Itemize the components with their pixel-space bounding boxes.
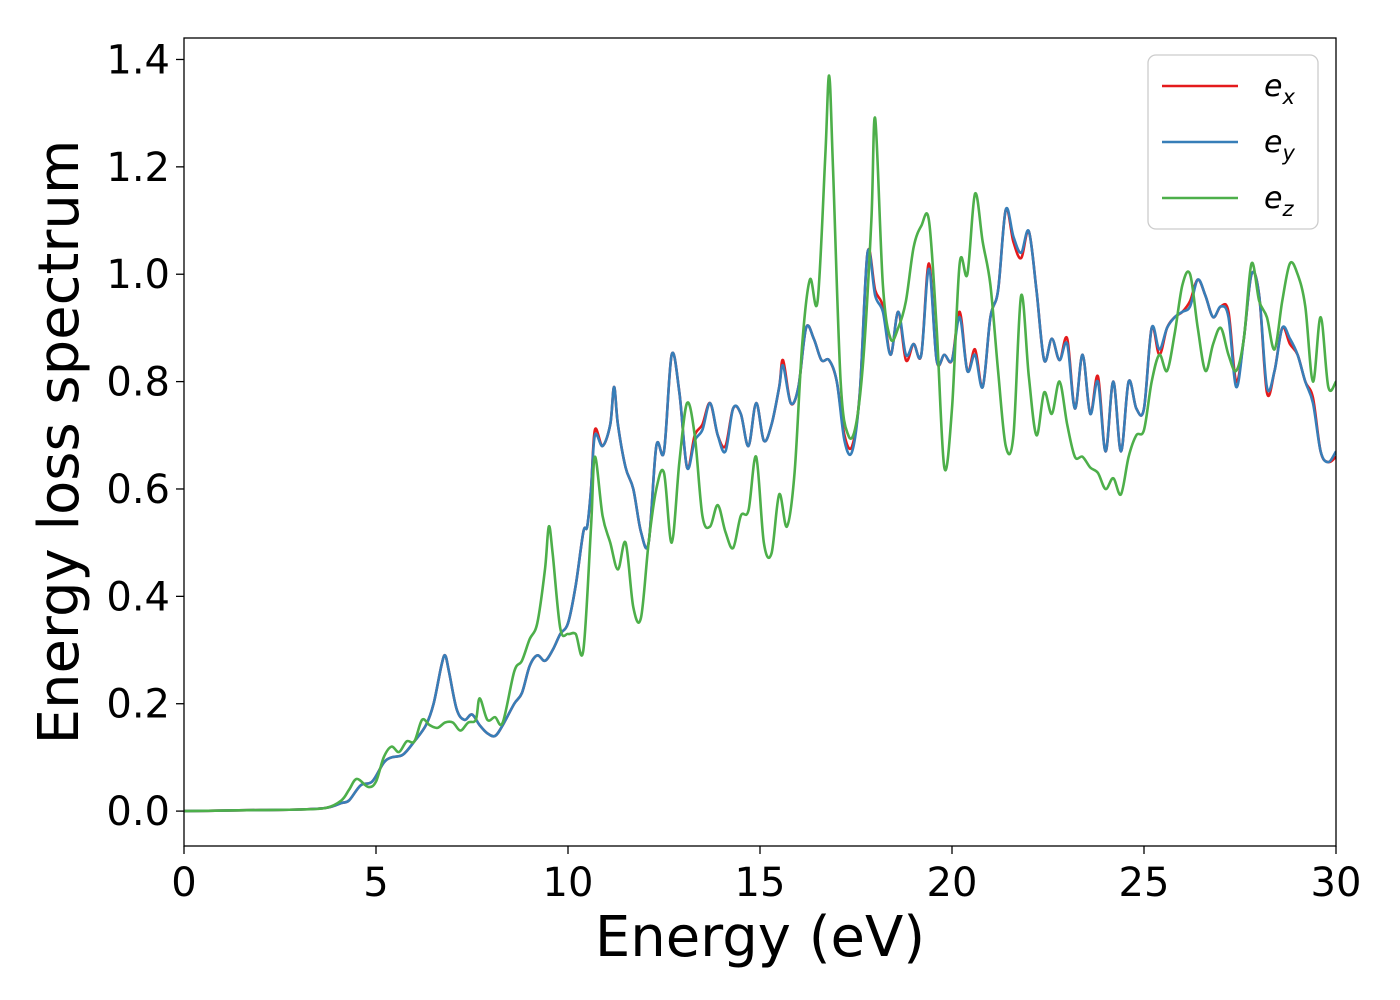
x-tick-label: 25 xyxy=(1119,860,1170,906)
x-tick-label: 0 xyxy=(171,860,196,906)
series-line-y xyxy=(184,206,1336,813)
x-tick-label: 15 xyxy=(735,860,786,906)
x-axis-title: Energy (eV) xyxy=(595,905,925,970)
legend-label-x: ex xyxy=(1264,69,1295,109)
x-tick-label: 30 xyxy=(1311,860,1362,906)
y-tick-label: 0.8 xyxy=(106,360,170,406)
y-axis-ticks: 0.0 0.2 0.4 0.6 0.8 1.0 1.2 1.4 xyxy=(106,37,184,835)
series-group xyxy=(184,74,1336,813)
legend: ex ey ez xyxy=(1147,54,1319,230)
x-tick-label: 20 xyxy=(927,860,978,906)
x-tick-label: 10 xyxy=(543,860,594,906)
y-tick-label: 1.4 xyxy=(106,37,170,83)
y-tick-label: 0.4 xyxy=(106,574,170,620)
y-tick-label: 0.0 xyxy=(106,789,170,835)
y-tick-label: 1.0 xyxy=(106,252,170,298)
y-tick-label: 0.6 xyxy=(106,467,170,513)
y-axis-title: Energy loss spectrum xyxy=(27,140,92,745)
x-axis-ticks: 0 5 10 15 20 25 30 xyxy=(171,846,1361,906)
x-tick-label: 5 xyxy=(363,860,388,906)
y-tick-label: 1.2 xyxy=(106,145,170,191)
y-tick-label: 0.2 xyxy=(106,682,170,728)
legend-label-y: ey xyxy=(1264,125,1295,165)
series-line-z xyxy=(184,74,1336,813)
legend-label-z: ez xyxy=(1264,181,1294,221)
